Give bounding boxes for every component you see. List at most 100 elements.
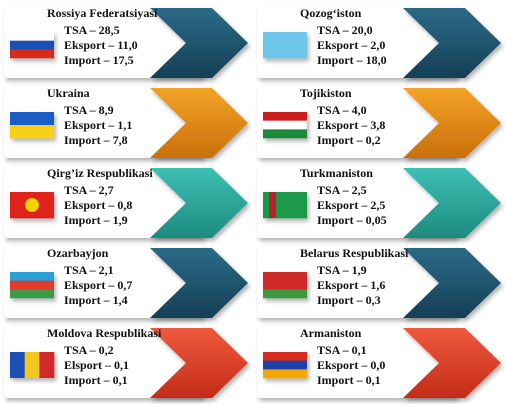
trade-line: Import – 0,2 xyxy=(317,133,381,147)
trade-line: Import – 17,5 xyxy=(64,53,134,67)
trade-line: Import – 18,0 xyxy=(317,53,387,67)
card-box xyxy=(257,6,457,78)
flag-band xyxy=(263,120,307,130)
country-name: Ukraina xyxy=(47,86,90,100)
flag-band xyxy=(10,125,54,139)
arrow xyxy=(150,328,248,398)
flag xyxy=(263,32,307,59)
card-box xyxy=(257,166,457,238)
flag-band xyxy=(10,112,54,126)
flag xyxy=(263,272,307,299)
flag-emblem xyxy=(25,198,39,212)
card-box xyxy=(4,326,204,398)
arrow xyxy=(403,328,501,398)
flag-band xyxy=(10,352,25,378)
trade-line: TSA – 2,5 xyxy=(317,183,367,197)
trade-line: TSA – 0,2 xyxy=(64,343,114,357)
flag-band xyxy=(10,280,54,290)
trade-line: Import – 0,05 xyxy=(317,213,387,227)
trade-line: Eksport – 1,6 xyxy=(317,278,385,292)
arrow xyxy=(403,8,501,78)
arrow xyxy=(150,8,248,78)
trade-line: Import – 1,9 xyxy=(64,213,128,227)
country-name: Turkmaniston xyxy=(300,166,373,180)
flag xyxy=(263,352,307,379)
country-name: Ozarbayjon xyxy=(47,246,109,260)
flag-band xyxy=(263,352,307,361)
trade-line: TSA – 28,5 xyxy=(64,23,120,37)
flag-band xyxy=(10,40,54,50)
trade-line: TSA – 2,1 xyxy=(64,263,114,277)
trade-line: Eksport – 0,8 xyxy=(64,198,132,212)
trade-line: Elsport – 0,1 xyxy=(64,358,129,372)
flag-band xyxy=(39,352,55,378)
flag-band xyxy=(263,272,307,281)
flag-band xyxy=(263,112,307,121)
flag-band xyxy=(263,369,307,379)
flag-stripe xyxy=(269,192,276,218)
flag-band xyxy=(10,272,54,281)
flag-band xyxy=(263,280,307,290)
flag-band xyxy=(263,32,307,59)
arrow xyxy=(403,88,501,158)
arrow xyxy=(150,248,248,318)
flag-band xyxy=(24,352,40,378)
country-name: Rossiya Federatsiyasi xyxy=(47,6,158,20)
flag xyxy=(10,112,54,139)
flag-band xyxy=(10,289,54,299)
arrow xyxy=(150,88,248,158)
flag-band xyxy=(10,49,54,59)
trade-line: TSA – 20,0 xyxy=(317,23,373,37)
arrow xyxy=(403,168,501,238)
flag-band xyxy=(263,360,307,370)
trade-line: Eksport – 1,1 xyxy=(64,118,132,132)
trade-line: TSA – 2,7 xyxy=(64,183,114,197)
country-name: Moldova Respublikasi xyxy=(47,326,162,340)
trade-line: Import – 0,1 xyxy=(64,373,128,387)
card-box xyxy=(4,86,204,158)
flag xyxy=(10,32,54,59)
trade-line: TSA – 8,9 xyxy=(64,103,114,117)
trade-line: Eksport – 2,5 xyxy=(317,198,385,212)
trade-line: Eksport – 11,0 xyxy=(64,38,138,52)
country-name: Armaniston xyxy=(300,326,362,340)
country-name: Tojikiston xyxy=(300,86,352,100)
card-box xyxy=(257,246,457,318)
country-name: Qirg’iz Respublikasi xyxy=(47,166,153,180)
country-name: Qozog‘iston xyxy=(300,6,362,20)
flag xyxy=(10,352,55,378)
card-box xyxy=(257,86,457,158)
trade-line: TSA – 4,0 xyxy=(317,103,367,117)
trade-line: Import – 0,1 xyxy=(317,373,381,387)
card-box xyxy=(4,6,204,78)
card-box xyxy=(4,246,204,318)
flag xyxy=(263,192,307,219)
flag xyxy=(263,112,307,139)
trade-line: Import – 1,4 xyxy=(64,293,128,307)
arrow xyxy=(150,168,248,238)
card-box xyxy=(257,326,457,398)
trade-line: TSA – 0,1 xyxy=(317,343,367,357)
trade-line: Eksport – 2,0 xyxy=(317,38,385,52)
trade-line: Eksport – 0,7 xyxy=(64,278,132,292)
flag-band xyxy=(263,129,307,139)
country-name: Belarus Respublikasi xyxy=(300,246,409,260)
trade-line: TSA – 1,9 xyxy=(317,263,367,277)
arrow xyxy=(403,248,501,318)
trade-line: Import – 7,8 xyxy=(64,133,128,147)
trade-line: Eksport – 3,8 xyxy=(317,118,385,132)
trade-line: Import – 0,3 xyxy=(317,293,381,307)
flag xyxy=(10,192,54,219)
flag xyxy=(10,272,54,299)
